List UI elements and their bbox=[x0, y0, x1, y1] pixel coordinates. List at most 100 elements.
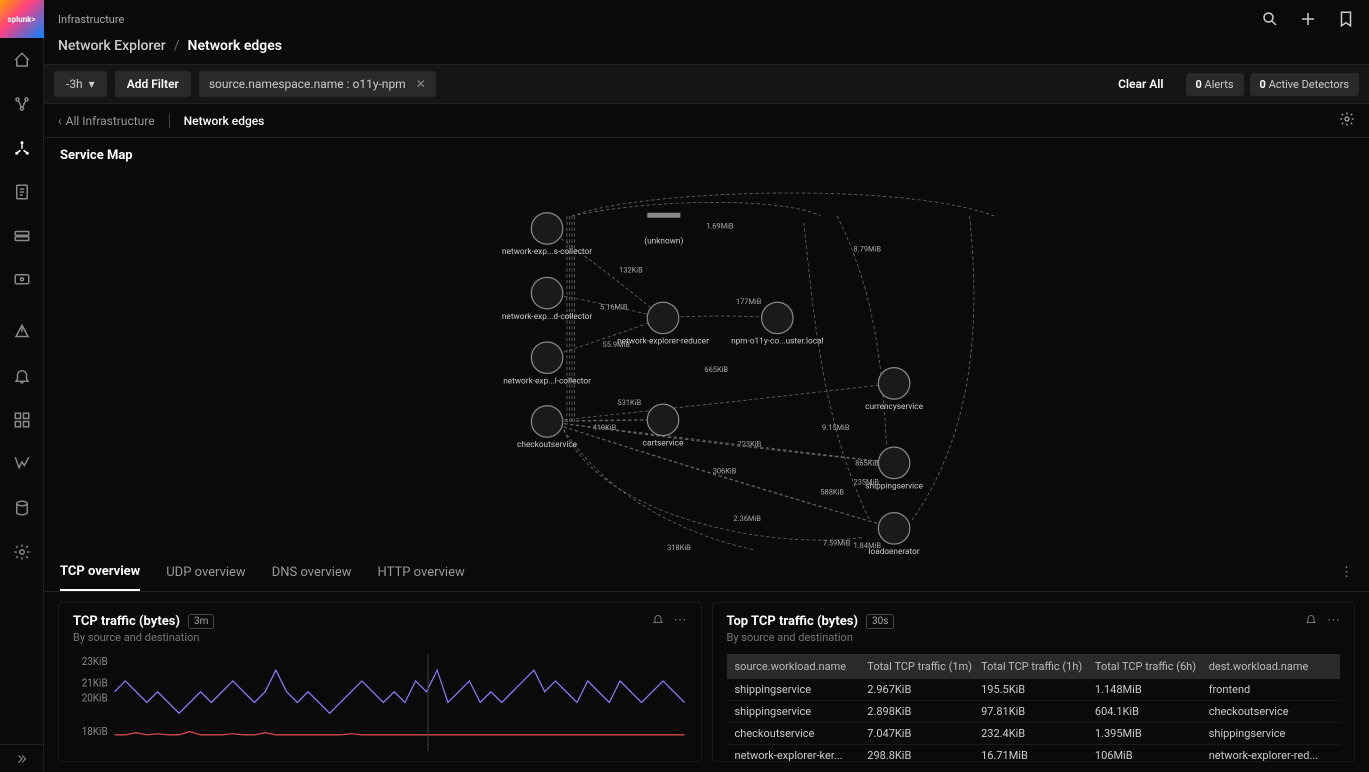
table-cell: shippingservice bbox=[735, 683, 868, 696]
table-cell: 2.898KiB bbox=[867, 705, 981, 718]
server-icon[interactable] bbox=[8, 222, 36, 250]
tab[interactable]: HTTP overview bbox=[378, 555, 465, 590]
svg-text:network-exp...l-collector: network-exp...l-collector bbox=[503, 376, 591, 386]
more-icon[interactable]: ⋯ bbox=[1327, 613, 1340, 629]
table-row[interactable]: network-explorer-ker...298.8KiB16.71MiB1… bbox=[727, 745, 1341, 762]
table-row[interactable]: shippingservice2.967KiB195.5KiB1.148MiBf… bbox=[727, 679, 1341, 701]
svg-text:588KiB: 588KiB bbox=[820, 487, 844, 496]
table-cell: 97.81KiB bbox=[981, 705, 1095, 718]
gear-icon[interactable] bbox=[1339, 111, 1355, 131]
rum-icon[interactable] bbox=[8, 266, 36, 294]
table-header-cell[interactable]: Total TCP traffic (6h) bbox=[1095, 660, 1209, 673]
settings-icon[interactable] bbox=[8, 538, 36, 566]
table-cell: network-explorer-red... bbox=[1209, 749, 1332, 762]
bookmark-icon[interactable] bbox=[1337, 10, 1355, 28]
more-icon[interactable]: ⋯ bbox=[674, 613, 687, 629]
table-cell: 195.5KiB bbox=[981, 683, 1095, 696]
table-header-cell[interactable]: dest.workload.name bbox=[1209, 660, 1332, 673]
time-range-picker[interactable]: -3h ▾ bbox=[54, 71, 107, 97]
table-header-cell[interactable]: Total TCP traffic (1h) bbox=[981, 660, 1095, 673]
infrastructure-icon[interactable] bbox=[8, 134, 36, 162]
svg-text:network-explorer-reducer: network-explorer-reducer bbox=[617, 337, 709, 347]
filter-chip[interactable]: source.namespace.name : o11y-npm ✕ bbox=[199, 71, 436, 97]
table-row[interactable]: shippingservice2.898KiB97.81KiB604.1KiBc… bbox=[727, 701, 1341, 723]
home-icon[interactable] bbox=[8, 46, 36, 74]
tab[interactable]: UDP overview bbox=[166, 555, 245, 590]
detectors-badge[interactable]: 0 Active Detectors bbox=[1250, 73, 1359, 96]
table-cell: 106MiB bbox=[1095, 749, 1209, 762]
time-badge: 30s bbox=[866, 614, 894, 629]
metrics-icon[interactable] bbox=[8, 450, 36, 478]
table-cell: 232.4KiB bbox=[981, 727, 1095, 740]
svg-text:21KiB: 21KiB bbox=[82, 676, 108, 690]
sidebar: splunk> bbox=[0, 0, 44, 772]
section-label: Infrastructure bbox=[58, 13, 124, 26]
alerts-bell-icon[interactable] bbox=[8, 362, 36, 390]
clear-all-button[interactable]: Clear All bbox=[1118, 77, 1177, 91]
svg-text:network-exp...d-collector: network-exp...d-collector bbox=[502, 312, 593, 322]
svg-text:shippingservice: shippingservice bbox=[865, 482, 923, 492]
svg-text:checkoutservice: checkoutservice bbox=[517, 440, 578, 450]
table-cell: shippingservice bbox=[1209, 727, 1332, 740]
service-map-title: Service Map bbox=[44, 138, 1369, 173]
add-icon[interactable] bbox=[1299, 10, 1317, 28]
add-filter-button[interactable]: Add Filter bbox=[115, 71, 191, 97]
divider bbox=[169, 114, 170, 128]
expand-sidebar-icon[interactable] bbox=[0, 744, 44, 772]
svg-text:7.59MiB: 7.59MiB bbox=[823, 539, 851, 548]
svg-text:132KiB: 132KiB bbox=[619, 265, 643, 274]
incidents-icon[interactable] bbox=[8, 318, 36, 346]
svg-text:5.16MiB: 5.16MiB bbox=[600, 303, 628, 312]
svg-text:20KiB: 20KiB bbox=[82, 691, 108, 705]
table-header-cell[interactable]: Total TCP traffic (1m) bbox=[867, 660, 981, 673]
svg-text:2.36MiB: 2.36MiB bbox=[733, 514, 761, 523]
search-icon[interactable] bbox=[1261, 10, 1279, 28]
table-cell: network-explorer-ker... bbox=[735, 749, 868, 762]
chevron-down-icon: ▾ bbox=[89, 77, 95, 91]
svg-text:665KiB: 665KiB bbox=[704, 365, 728, 374]
svg-text:8.79MiB: 8.79MiB bbox=[854, 245, 882, 254]
line-chart[interactable]: 23KiB21KiB20KiB18KiB bbox=[73, 654, 687, 751]
tcp-traffic-panel: TCP traffic (bytes) 3m ⋯ By source and d… bbox=[58, 602, 702, 762]
table-cell: 2.967KiB bbox=[867, 683, 981, 696]
panel-subtitle: By source and destination bbox=[727, 631, 1341, 644]
table-cell: 1.148MiB bbox=[1095, 683, 1209, 696]
table-cell: frontend bbox=[1209, 683, 1332, 696]
breadcrumb-current: Network edges bbox=[188, 38, 282, 54]
breadcrumb: Network Explorer / Network edges bbox=[44, 38, 1369, 64]
tab[interactable]: TCP overview bbox=[60, 554, 140, 591]
svg-text:network-exp...s-collector: network-exp...s-collector bbox=[502, 247, 592, 257]
svg-text:(unknown): (unknown) bbox=[644, 235, 683, 246]
breadcrumb-parent[interactable]: Network Explorer bbox=[58, 38, 166, 54]
bell-icon[interactable] bbox=[652, 613, 664, 629]
table-cell: 604.1KiB bbox=[1095, 705, 1209, 718]
dashboards-icon[interactable] bbox=[8, 406, 36, 434]
panel-title: TCP traffic (bytes) bbox=[73, 614, 180, 629]
top-tcp-panel: Top TCP traffic (bytes) 30s ⋯ By source … bbox=[712, 602, 1356, 762]
subnav-current: Network edges bbox=[184, 114, 265, 128]
table-header-cell[interactable]: source.workload.name bbox=[735, 660, 868, 673]
tabs-menu-icon[interactable]: ⋮ bbox=[1340, 565, 1353, 580]
service-map[interactable]: 132KiB5.16MiB177MiB55.9MiB531KiB419KiB66… bbox=[44, 173, 1369, 554]
tab[interactable]: DNS overview bbox=[272, 555, 352, 590]
document-icon[interactable] bbox=[8, 178, 36, 206]
table-cell: 7.047KiB bbox=[867, 727, 981, 740]
data-icon[interactable] bbox=[8, 494, 36, 522]
chevron-left-icon: ‹ bbox=[58, 114, 62, 128]
svg-text:865KiB: 865KiB bbox=[855, 458, 879, 467]
bell-icon[interactable] bbox=[1305, 613, 1317, 629]
back-link-label: All Infrastructure bbox=[66, 114, 155, 128]
svg-text:531KiB: 531KiB bbox=[617, 398, 641, 407]
svg-text:1.69MiB: 1.69MiB bbox=[706, 221, 734, 230]
close-icon[interactable]: ✕ bbox=[416, 77, 426, 91]
integrations-icon[interactable] bbox=[8, 90, 36, 118]
logo[interactable]: splunk> bbox=[0, 0, 44, 38]
svg-text:318KiB: 318KiB bbox=[667, 543, 691, 552]
back-link[interactable]: ‹ All Infrastructure bbox=[58, 114, 155, 128]
svg-text:loadgenerator: loadgenerator bbox=[869, 547, 920, 554]
svg-text:306KiB: 306KiB bbox=[713, 467, 737, 476]
alerts-badge[interactable]: 0 Alerts bbox=[1186, 73, 1244, 96]
svg-text:177MiB: 177MiB bbox=[736, 297, 762, 306]
table-row[interactable]: checkoutservice7.047KiB232.4KiB1.395MiBs… bbox=[727, 723, 1341, 745]
filter-chip-text: source.namespace.name : o11y-npm bbox=[209, 77, 406, 91]
